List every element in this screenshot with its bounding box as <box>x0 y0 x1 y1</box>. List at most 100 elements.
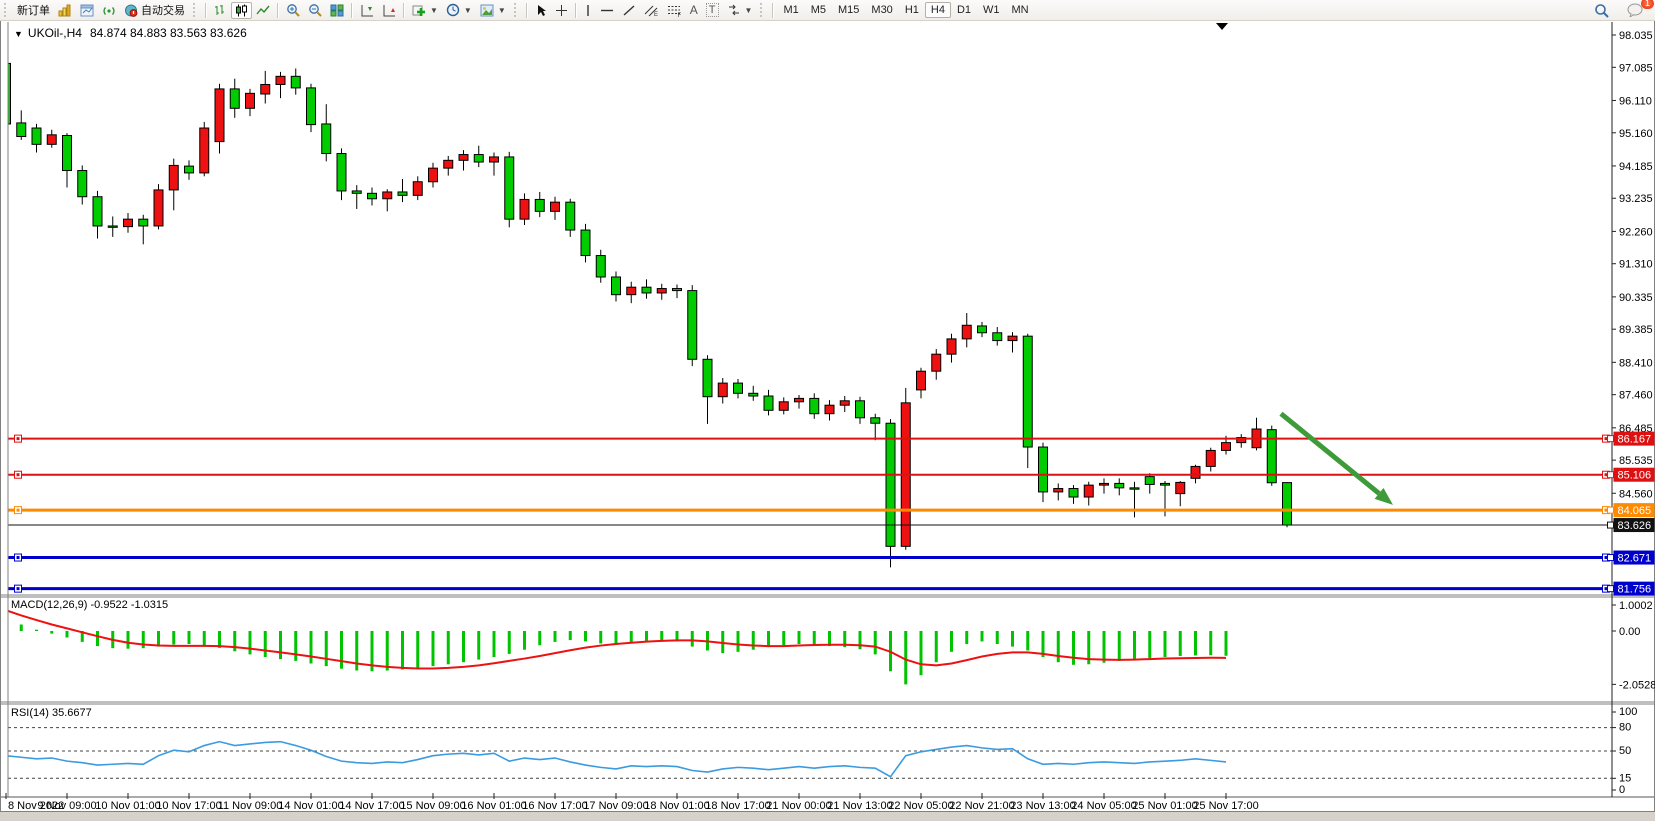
macd-histogram-bar <box>1026 631 1030 651</box>
periods-button[interactable]: ▼ <box>442 2 476 19</box>
price-line-axis-box <box>1613 581 1655 596</box>
macd-histogram-bar <box>80 631 84 642</box>
macd-histogram-bar <box>1209 631 1213 656</box>
date-axis-label: 11 Nov 09:00 <box>218 800 283 812</box>
templates-button[interactable]: ▼ <box>476 2 510 19</box>
date-axis-label: 14 Nov 01:00 <box>278 800 343 812</box>
text-label-icon: T <box>705 3 719 17</box>
zoom-in-button[interactable] <box>282 2 304 19</box>
title-dropdown-icon[interactable]: ▼ <box>14 29 23 39</box>
trend-arrow-annotation[interactable] <box>1279 411 1393 505</box>
candle <box>8 62 11 125</box>
toolbar-separator <box>277 2 279 18</box>
cursor-tool-button[interactable] <box>531 2 551 19</box>
toolbar-separator <box>574 2 577 18</box>
new-chart-button[interactable] <box>54 2 76 19</box>
macd-histogram-bar <box>172 631 176 645</box>
fibonacci-tool-button[interactable]: F <box>663 2 686 19</box>
price-line-label: 83.626 <box>1618 520 1652 532</box>
candle <box>672 284 682 299</box>
fibonacci-icon: F <box>667 5 681 17</box>
toolbar-grip <box>760 3 766 17</box>
price-line-axis-anchor <box>1607 585 1614 593</box>
equidistant-channel-tool-button[interactable]: E <box>640 2 663 19</box>
toolbar-separator <box>772 2 775 18</box>
chevron-down-icon: ▼ <box>744 5 753 15</box>
candle <box>717 377 728 404</box>
trendline-tool-button[interactable] <box>618 2 640 19</box>
price-axis-tick-label: 95.160 <box>1619 128 1653 140</box>
timeframe-m15-button[interactable]: M15 <box>832 2 865 18</box>
rsi-pane <box>8 727 1612 779</box>
text-tool-button[interactable]: A <box>686 2 702 19</box>
crosshair-tool-button[interactable] <box>551 2 572 19</box>
timeframe-m30-button[interactable]: M30 <box>865 2 898 18</box>
shapes-tool-button[interactable]: ▼ <box>723 2 757 19</box>
candle <box>519 193 530 225</box>
chart-shift-marker[interactable] <box>1216 23 1228 30</box>
candle-chart-type-button[interactable] <box>231 1 252 19</box>
rsi-axis-label: 100 <box>1619 706 1637 718</box>
text-label-tool-button[interactable]: T <box>702 2 723 19</box>
macd-histogram-bar <box>446 631 450 665</box>
timeframe-h4-button[interactable]: H4 <box>924 2 951 18</box>
macd-histogram-bar <box>431 631 435 667</box>
date-axis-label: 15 Nov 09:00 <box>400 800 465 812</box>
date-axis-label: 22 Nov 21:00 <box>949 800 1014 812</box>
timeframe-m5-button[interactable]: M5 <box>805 2 832 18</box>
timeframe-m1-button[interactable]: M1 <box>777 2 804 18</box>
macd-histogram-bar <box>507 631 511 654</box>
chart-window-frame <box>0 20 1655 812</box>
new-order-button[interactable]: 新订单 <box>13 2 54 19</box>
timeframe-mn-button[interactable]: MN <box>1006 2 1035 18</box>
price-axis[interactable]: 98.035 97.085 96.110 95.160 94.185 93.235 92.2… <box>1607 30 1655 796</box>
macd-histogram-bar <box>1056 631 1060 663</box>
macd-histogram-bar <box>309 631 313 664</box>
add-indicator-button[interactable]: ▼ <box>408 2 442 19</box>
macd-histogram-bar <box>370 631 374 672</box>
candle <box>550 196 560 220</box>
macd-histogram-bar <box>218 631 221 648</box>
candle <box>153 184 164 230</box>
tile-windows-button[interactable] <box>326 2 348 19</box>
horizontal-line-tool-button[interactable] <box>596 2 618 19</box>
chart-title: ▼ UKOil-,H4 84.874 84.883 83.563 83.626 <box>14 26 247 40</box>
candle <box>946 333 957 363</box>
timeframe-d1-button[interactable]: D1 <box>951 2 977 18</box>
indicator-window-button[interactable] <box>378 2 400 19</box>
auto-trading-button[interactable]: 自动交易 <box>120 2 189 19</box>
signals-button[interactable] <box>98 2 120 19</box>
candle <box>534 191 545 218</box>
line-handle-dot <box>16 587 20 591</box>
profiles-button[interactable] <box>76 2 98 19</box>
notifications-button[interactable] <box>1623 2 1647 19</box>
text-tool-icon: A <box>689 3 698 17</box>
bar-chart-type-button[interactable] <box>210 2 231 19</box>
zoom-out-button[interactable] <box>304 2 326 19</box>
candle <box>489 152 499 176</box>
line-chart-type-button[interactable] <box>252 2 274 19</box>
macd-histogram-bar <box>614 631 618 645</box>
price-line-axis-box <box>1613 431 1655 446</box>
date-axis-label: 8 Nov 2022 <box>8 800 64 812</box>
timeframe-h1-button[interactable]: H1 <box>899 2 925 18</box>
timeframe-w1-button[interactable]: W1 <box>977 2 1006 18</box>
horizontal-price-lines <box>8 434 1612 593</box>
cursor-icon <box>537 4 546 16</box>
candle <box>260 70 271 104</box>
indicator-window-alt-icon <box>383 4 395 16</box>
rsi-axis-label: 15 <box>1619 772 1631 784</box>
search-button[interactable] <box>1590 2 1613 19</box>
chart-symbol-period: UKOil-,H4 <box>27 26 82 40</box>
macd-histogram-bar <box>294 631 298 661</box>
template-icon <box>480 4 494 16</box>
vertical-line-tool-button[interactable] <box>580 2 596 19</box>
indicator-list-button[interactable] <box>356 2 378 19</box>
candle <box>31 123 42 153</box>
macd-histogram-bar <box>416 631 420 668</box>
macd-histogram-bar <box>980 631 984 642</box>
price-axis-tick-label: 85.535 <box>1619 455 1653 467</box>
price-axis-tick-label: 87.460 <box>1619 390 1653 402</box>
